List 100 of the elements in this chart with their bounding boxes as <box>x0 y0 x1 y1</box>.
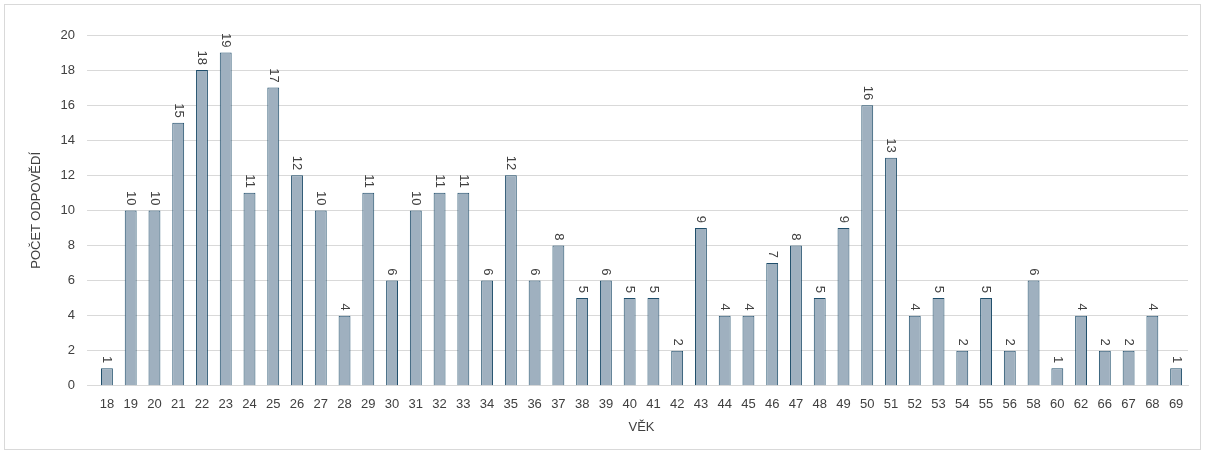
x-tick-label: 41 <box>646 396 661 412</box>
data-label: 4 <box>741 303 757 311</box>
data-label: 6 <box>528 268 544 276</box>
x-tick-label: 32 <box>432 396 447 412</box>
data-label: 9 <box>836 215 852 223</box>
x-tick-label: 39 <box>598 396 614 412</box>
data-label: 18 <box>195 50 211 66</box>
x-tick-label: 43 <box>693 396 709 412</box>
data-label: 10 <box>147 190 163 206</box>
data-label: 9 <box>694 215 710 223</box>
y-tick-label: 16 <box>60 96 76 112</box>
data-label: 8 <box>551 233 567 241</box>
x-tick-label: 66 <box>1097 396 1113 412</box>
x-tick-label: 46 <box>764 396 780 412</box>
x-tick-label: 40 <box>622 396 637 412</box>
data-label: 5 <box>575 285 591 294</box>
data-label: 6 <box>1026 268 1042 276</box>
data-label: 4 <box>718 303 734 311</box>
data-label: 2 <box>1003 338 1019 346</box>
data-label: 8 <box>789 233 805 241</box>
x-tick-label: 25 <box>266 396 281 412</box>
y-tick-label: 20 <box>60 26 76 42</box>
x-tick-label: 22 <box>194 396 210 412</box>
x-tick-label: 38 <box>574 396 590 412</box>
data-label: 13 <box>884 138 900 153</box>
x-tick-label: 31 <box>408 396 424 412</box>
x-tick-label: 34 <box>479 396 495 412</box>
x-tick-label: 47 <box>788 396 804 412</box>
data-label: 12 <box>290 155 306 171</box>
data-label: 1 <box>1050 356 1066 364</box>
data-label: 4 <box>908 303 924 311</box>
data-label: 10 <box>124 190 140 206</box>
data-label: 5 <box>813 285 829 294</box>
data-label: 2 <box>670 338 686 346</box>
x-tick-label: 44 <box>717 396 732 412</box>
x-tick-label: 18 <box>99 396 115 412</box>
x-tick-label: 55 <box>978 396 994 412</box>
x-tick-label: 53 <box>931 396 946 412</box>
x-tick-label: 37 <box>551 396 566 412</box>
x-tick-label: 19 <box>123 396 138 412</box>
y-tick-label: 14 <box>60 131 76 147</box>
y-tick-label: 12 <box>60 166 76 182</box>
data-label: 5 <box>646 285 662 294</box>
x-tick-label: 24 <box>242 396 257 412</box>
data-label: 15 <box>171 103 187 118</box>
y-tick-label: 6 <box>67 272 76 288</box>
x-tick-label: 33 <box>456 396 471 412</box>
data-label: 11 <box>456 174 472 188</box>
x-tick-label: 30 <box>384 396 400 412</box>
x-tick-label: 23 <box>218 396 233 412</box>
x-tick-label: 68 <box>1145 396 1160 412</box>
data-label: 4 <box>337 303 353 311</box>
data-label: 2 <box>1098 338 1114 346</box>
data-label: 11 <box>242 174 258 188</box>
data-label: 5 <box>931 285 947 294</box>
x-tick-label: 36 <box>527 396 542 412</box>
data-label: 5 <box>979 285 995 294</box>
data-label: 6 <box>599 268 615 276</box>
data-label: 12 <box>504 155 520 171</box>
x-tick-label: 52 <box>907 396 922 412</box>
x-tick-label: 21 <box>170 396 186 412</box>
y-tick-label: 4 <box>67 307 76 323</box>
data-label: 2 <box>955 338 971 346</box>
x-tick-label: 27 <box>313 396 329 412</box>
x-tick-label: 48 <box>812 396 827 412</box>
y-tick-label: 8 <box>67 237 76 253</box>
y-axis-title: POČET ODPOVĚDÍ <box>28 151 44 269</box>
data-label: 1 <box>100 356 116 364</box>
data-label: 17 <box>266 68 282 83</box>
x-tick-label: 28 <box>337 396 352 412</box>
y-tick-label: 2 <box>67 342 76 358</box>
x-tick-label: 20 <box>147 396 162 412</box>
data-label: 16 <box>860 85 876 101</box>
y-tick-label: 0 <box>67 377 76 393</box>
data-label: 19 <box>219 33 235 48</box>
data-label: 4 <box>1145 303 1161 311</box>
data-label: 4 <box>1074 303 1090 311</box>
x-tick-label: 35 <box>503 396 519 412</box>
x-axis-title: VĚK <box>628 418 655 434</box>
x-tick-label: 56 <box>1002 396 1018 412</box>
data-label: 1 <box>1169 356 1185 364</box>
data-label: 2 <box>1122 338 1138 346</box>
data-label: 10 <box>314 190 330 206</box>
x-tick-label: 45 <box>741 396 756 412</box>
data-label: 5 <box>623 285 639 294</box>
x-tick-label: 50 <box>860 396 875 412</box>
x-tick-label: 69 <box>1168 396 1184 412</box>
y-tick-label: 10 <box>60 201 76 217</box>
data-label: 10 <box>409 190 425 206</box>
data-label: 6 <box>480 268 496 276</box>
x-tick-label: 58 <box>1026 396 1041 412</box>
data-label: 11 <box>361 174 377 188</box>
x-tick-label: 60 <box>1050 396 1065 412</box>
x-tick-label: 26 <box>289 396 305 412</box>
x-tick-label: 42 <box>669 396 685 412</box>
data-label: 6 <box>385 268 401 276</box>
data-label: 11 <box>433 174 448 188</box>
x-tick-label: 51 <box>883 396 899 412</box>
x-tick-label: 62 <box>1073 396 1089 412</box>
data-label: 7 <box>765 250 781 259</box>
